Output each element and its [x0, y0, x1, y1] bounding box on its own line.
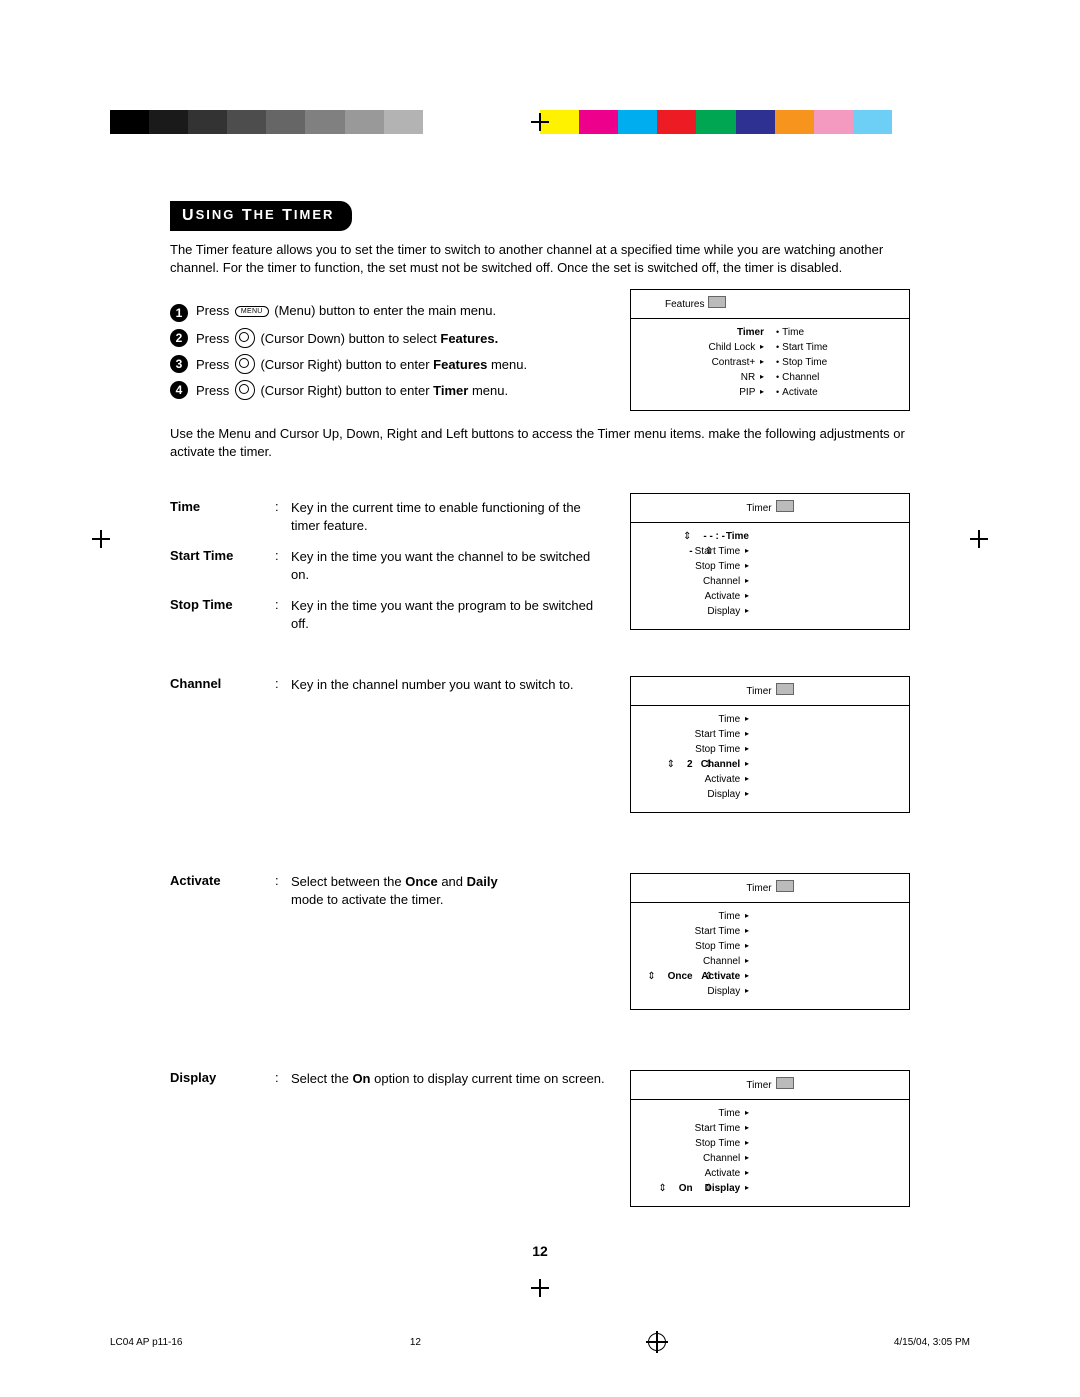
tv-icon — [708, 296, 726, 308]
crop-mark-left — [92, 530, 110, 548]
step-number-badge: 4 — [170, 381, 188, 399]
osd-features-menu: Features TimerChild Lock ▸Contrast+ ▸NR … — [630, 289, 910, 411]
section-header: USING THE TIMER — [170, 201, 352, 231]
crop-mark-top — [531, 113, 549, 131]
crop-mark-right — [970, 530, 988, 548]
definition-row: Stop Time:Key in the time you want the p… — [170, 597, 610, 632]
cursor-button-icon — [235, 380, 255, 400]
def-channel: Channel : Key in the channel number you … — [170, 676, 610, 694]
steps-list: 1Press MENU (Menu) button to enter the m… — [170, 303, 610, 400]
page-content: USING THE TIMER The Timer feature allows… — [110, 161, 970, 1279]
crop-mark-bottom — [531, 1279, 549, 1297]
step-number-badge: 2 — [170, 329, 188, 347]
page-number: 12 — [170, 1243, 910, 1259]
osd-timer-display: TimerTime ▸Start Time ▸Stop Time ▸Channe… — [630, 1070, 910, 1207]
registration-mark-icon — [648, 1333, 666, 1351]
cursor-button-icon — [235, 328, 255, 348]
step-row: 2Press (Cursor Down) button to select Fe… — [170, 328, 610, 348]
osd-timer-activate: TimerTime ▸Start Time ▸Stop Time ▸Channe… — [630, 873, 910, 1010]
footer: LC04 AP p11-16 12 4/15/04, 3:05 PM — [110, 1333, 970, 1351]
definition-row: Time:Key in the current time to enable f… — [170, 499, 610, 534]
intro-paragraph: The Timer feature allows you to set the … — [170, 241, 910, 276]
footer-center: 12 — [410, 1337, 421, 1348]
footer-left: LC04 AP p11-16 — [110, 1337, 182, 1348]
cursor-button-icon — [235, 354, 255, 374]
osd-timer-time: TimerTime⇕- - : - -⇕Start Time ▸Stop Tim… — [630, 493, 910, 630]
definition-row: Start Time:Key in the time you want the … — [170, 548, 610, 583]
def-activate: Activate : Select between the Once and D… — [170, 873, 610, 908]
step-row: 1Press MENU (Menu) button to enter the m… — [170, 303, 610, 322]
definitions-1: Time:Key in the current time to enable f… — [170, 499, 610, 632]
def-display: Display : Select the On option to displa… — [170, 1070, 610, 1088]
step-number-badge: 3 — [170, 355, 188, 373]
step-row: 3Press (Cursor Right) button to enter Fe… — [170, 354, 610, 374]
menu-button-icon: MENU — [235, 306, 269, 317]
footer-right: 4/15/04, 3:05 PM — [894, 1337, 970, 1348]
mid-note: Use the Menu and Cursor Up, Down, Right … — [170, 425, 910, 460]
step-row: 4Press (Cursor Right) button to enter Ti… — [170, 380, 610, 400]
osd-timer-channel: TimerTime ▸Start Time ▸Stop Time ▸Channe… — [630, 676, 910, 813]
step-number-badge: 1 — [170, 304, 188, 322]
